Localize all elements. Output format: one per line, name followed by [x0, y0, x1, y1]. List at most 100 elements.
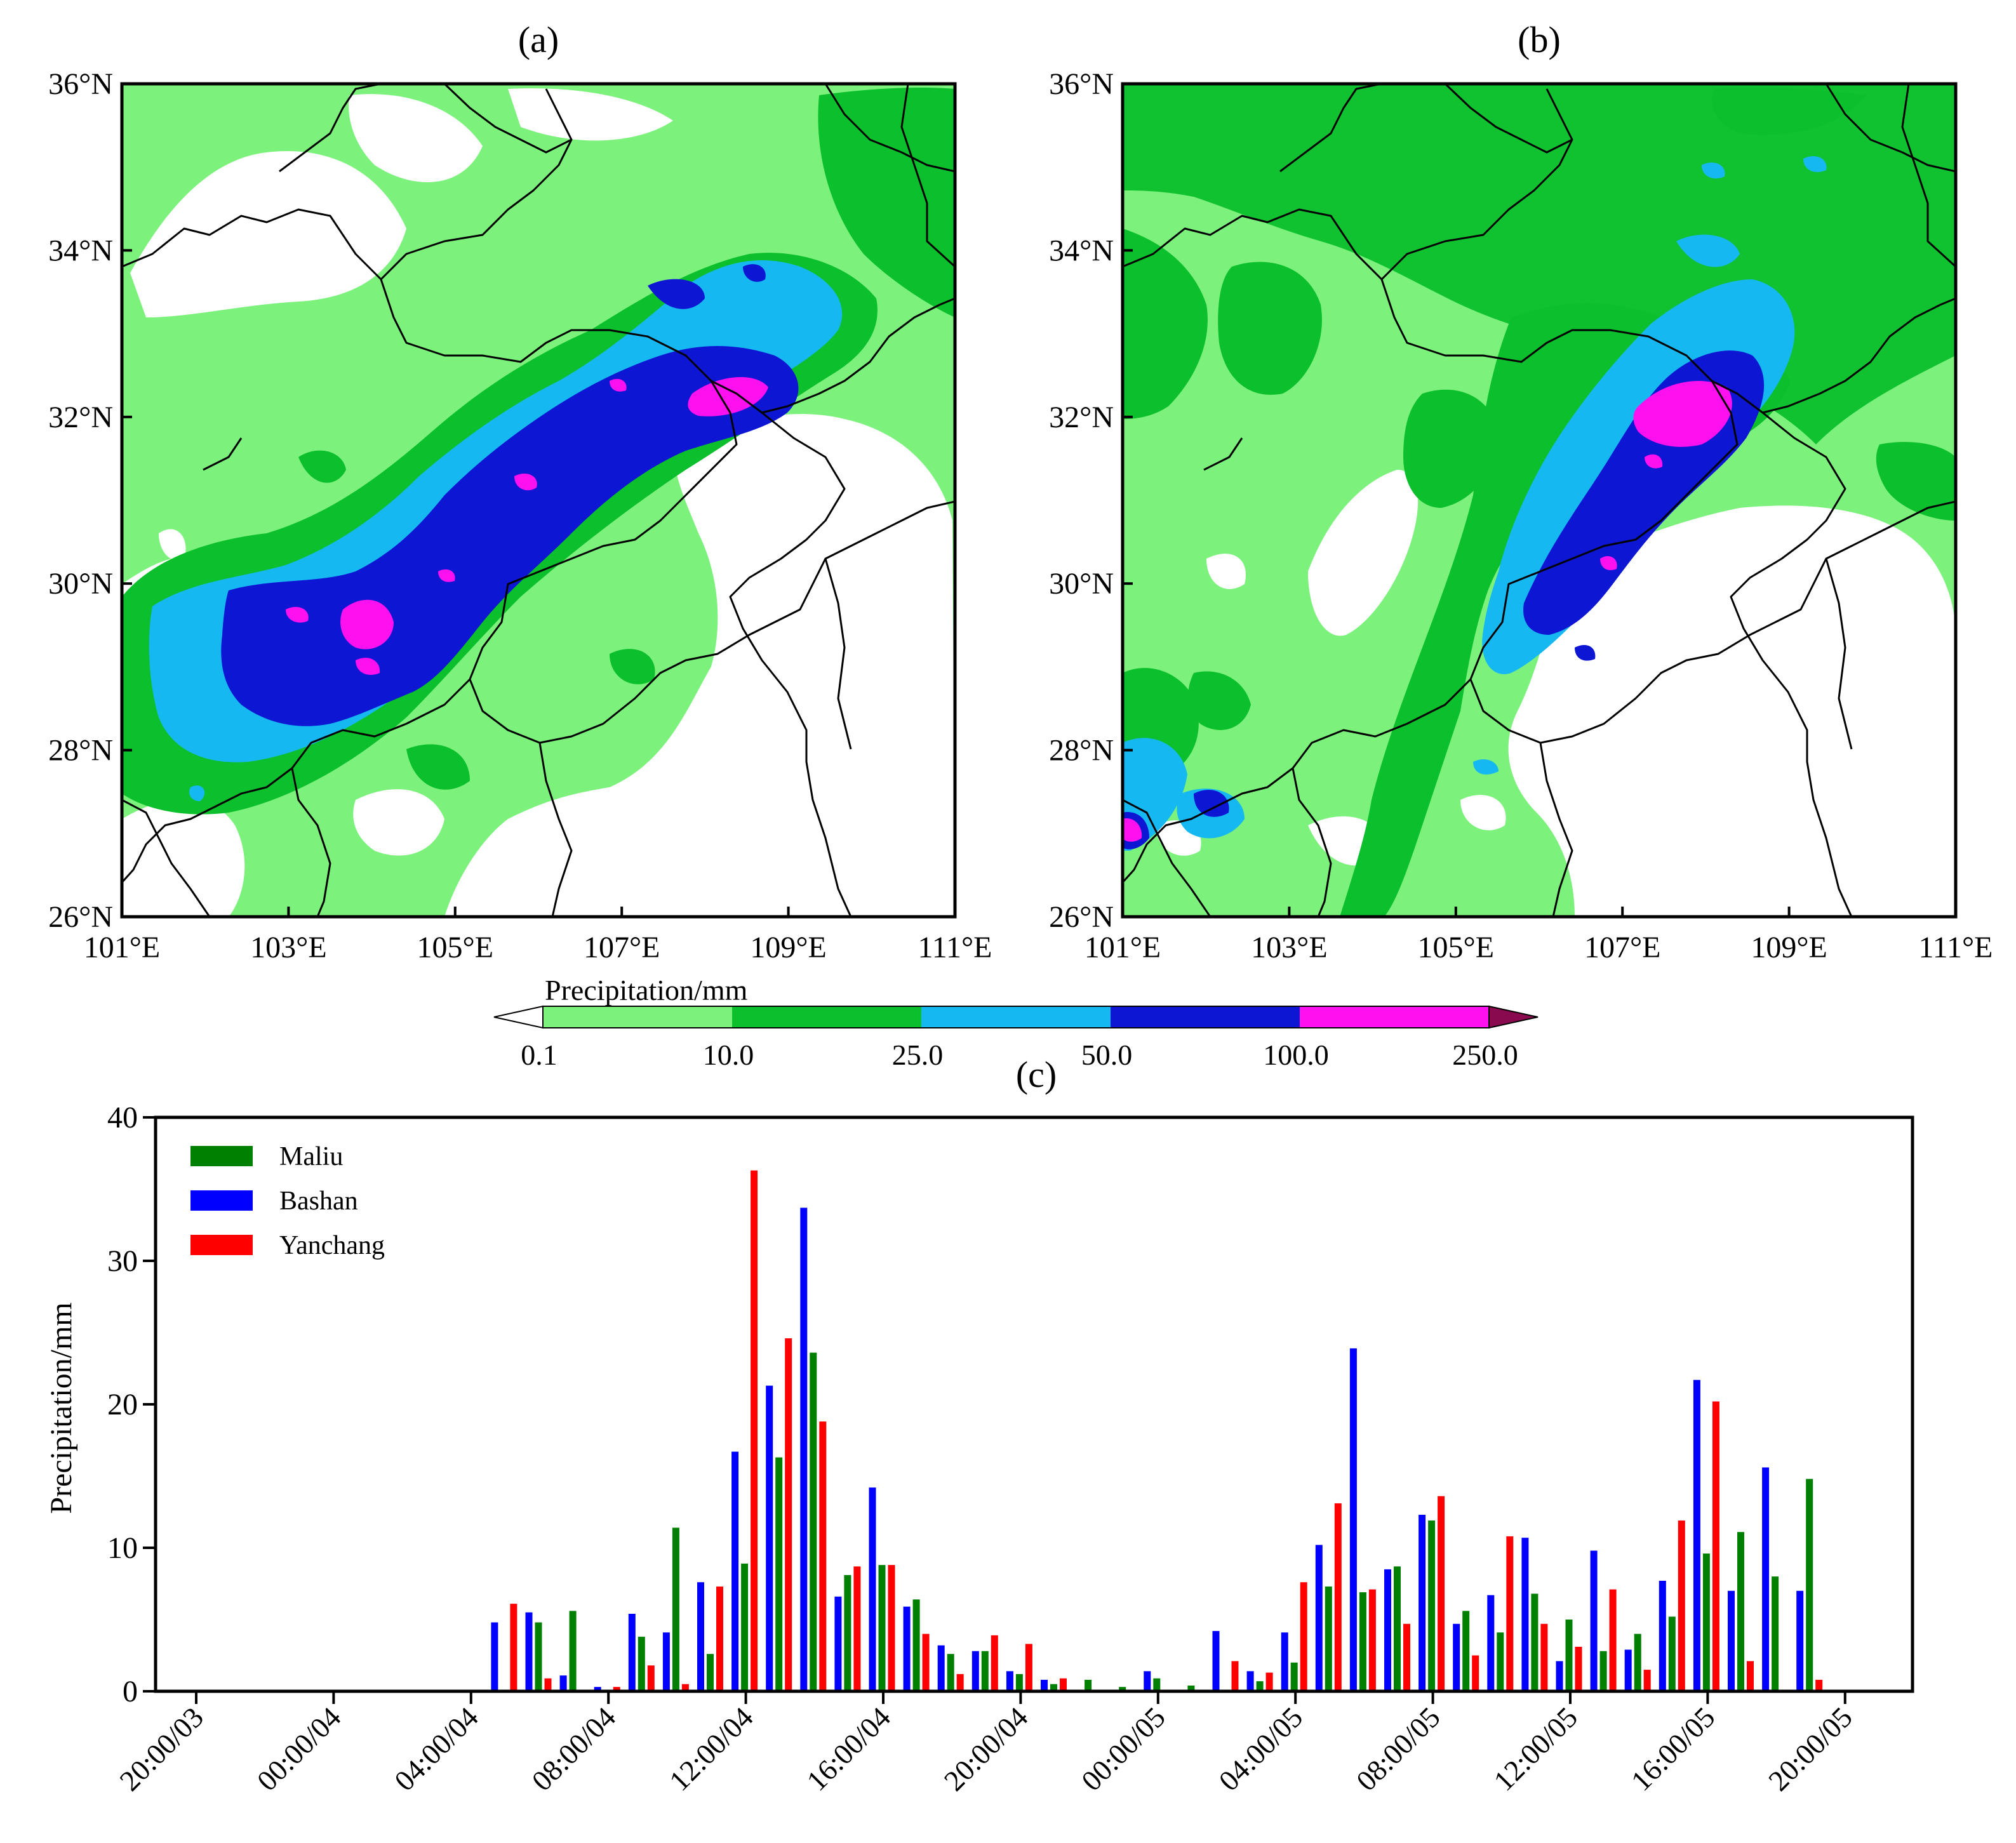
bar-bashan [1556, 1661, 1563, 1691]
map-a-magenta-areas [286, 376, 768, 675]
bar-bashan [766, 1385, 773, 1691]
colorbar-level-label: 100.0 [1263, 1039, 1329, 1071]
bar-bashan [491, 1622, 498, 1691]
map-y-tick-label: 26°N [48, 900, 113, 934]
bar-maliu [569, 1611, 577, 1691]
bar-bashan [628, 1613, 636, 1691]
map-a-axes: 101°E 103°E 105°E 107°E 109°E 111°E 26°N 28°N 30… [48, 67, 992, 964]
map-x-tick-label: 101°E [1085, 931, 1161, 964]
map-y-tick-label: 30°N [1049, 567, 1114, 601]
y-tick-label: 30 [107, 1244, 138, 1278]
bar-bashan [731, 1451, 739, 1691]
bar-yanchang [1506, 1536, 1514, 1691]
x-tick-label: 04:00/05 [1213, 1701, 1309, 1797]
colorbar-over-triangle [1488, 1005, 1539, 1029]
bar-bashan [1419, 1515, 1426, 1691]
colorbar-under-triangle [493, 1005, 544, 1029]
legend-swatch-bashan [190, 1190, 253, 1211]
bar-yanchang [751, 1170, 758, 1691]
x-tick-label: 20:00/04 [938, 1701, 1034, 1797]
x-tick-label: 16:00/05 [1625, 1701, 1721, 1797]
bar-bashan [1315, 1545, 1323, 1691]
bar-yanchang [888, 1565, 895, 1691]
bar-yanchang [1712, 1401, 1719, 1691]
bar-maliu [1187, 1685, 1195, 1691]
map-b [1123, 84, 1956, 917]
bar-maliu [1256, 1681, 1264, 1691]
bar-maliu [535, 1622, 542, 1691]
x-tick-label: 08:00/04 [526, 1701, 622, 1797]
colorbar-segment [921, 1006, 1111, 1028]
bar-series [491, 1170, 1823, 1691]
bar-maliu [1050, 1684, 1057, 1691]
map-y-tick-label: 36°N [48, 67, 113, 101]
bar-yanchang [681, 1684, 689, 1691]
legend-label-yanchang: Yanchang [279, 1231, 385, 1260]
bar-yanchang [1815, 1679, 1823, 1691]
x-tick-label: 00:00/04 [251, 1701, 347, 1797]
map-y-tick-label: 30°N [48, 567, 113, 601]
bar-maliu [844, 1574, 851, 1691]
panel-b: (b) [1049, 19, 1993, 964]
bar-bashan [1041, 1679, 1048, 1691]
bar-maliu [741, 1563, 749, 1691]
bar-bashan [1006, 1671, 1013, 1691]
bar-yanchang [647, 1665, 655, 1691]
y-tick-label: 10 [107, 1531, 138, 1565]
map-y-tick-label: 32°N [48, 401, 113, 434]
bar-maliu [1531, 1593, 1539, 1691]
bar-bashan [697, 1582, 704, 1691]
bar-bashan [903, 1606, 911, 1691]
y-tick-label: 40 [107, 1101, 138, 1134]
x-tick-label: 00:00/05 [1075, 1701, 1172, 1797]
bar-yanchang [1609, 1589, 1617, 1691]
map-b-magenta-areas [1123, 381, 1732, 842]
bar-bashan [1521, 1538, 1529, 1691]
y-tick-label: 0 [123, 1675, 138, 1708]
x-tick-label: 16:00/04 [800, 1701, 897, 1797]
bar-bashan [1728, 1590, 1735, 1691]
map-b-frame [1121, 82, 1958, 919]
bar-maliu [981, 1651, 989, 1691]
bar-bashan [525, 1612, 533, 1691]
bar-yanchang [1334, 1503, 1342, 1691]
bar-bashan [1693, 1380, 1700, 1691]
map-x-tick-label: 103°E [1251, 931, 1328, 964]
map-b-borders [1123, 84, 1956, 917]
bar-bashan [1590, 1550, 1598, 1691]
legend-swatch-maliu [190, 1146, 253, 1166]
map-b-dry-areas [1156, 470, 1956, 917]
map-y-tick-label: 28°N [1049, 734, 1114, 768]
bar-bashan [834, 1596, 842, 1691]
bar-maliu [672, 1527, 679, 1691]
bar-bashan [1349, 1348, 1357, 1691]
bar-yanchang [785, 1338, 792, 1691]
colorbar-body: 0.1 10.0 25.0 50.0 100.0 250.0 [493, 1005, 1539, 1071]
panel-a-label: (a) [518, 19, 559, 60]
bar-bashan [937, 1645, 945, 1691]
bar-maliu [1085, 1679, 1092, 1691]
colorbar-segment [543, 1006, 732, 1028]
y-axis: 0 10 20 30 40 [107, 1101, 156, 1708]
map-x-tick-label: 111°E [918, 931, 992, 964]
x-axis: 20:00/03 00:00/04 04:00/04 08:00/04 12:00/04… [113, 1691, 1859, 1797]
bar-bashan [869, 1487, 876, 1691]
map-x-tick-label: 111°E [1919, 931, 1993, 964]
map-x-tick-label: 105°E [417, 931, 494, 964]
bar-yanchang [1747, 1661, 1754, 1691]
bar-yanchang [1403, 1623, 1410, 1691]
bar-yanchang [613, 1687, 620, 1691]
bar-yanchang [1300, 1582, 1307, 1691]
bar-yanchang [1025, 1644, 1032, 1691]
colorbar-level-label: 50.0 [1081, 1039, 1133, 1071]
colorbar: Precipitation/mm 0.1 10.0 25.0 50.0 100.0 250… [493, 974, 1539, 1071]
bar-yanchang [1643, 1670, 1651, 1691]
bar-bashan [559, 1675, 567, 1691]
colorbar-outline [542, 1006, 1490, 1028]
bar-bashan [800, 1208, 808, 1691]
bar-yanchang [819, 1421, 827, 1691]
bar-maliu [1119, 1687, 1126, 1691]
bar-bashan [1144, 1671, 1151, 1691]
